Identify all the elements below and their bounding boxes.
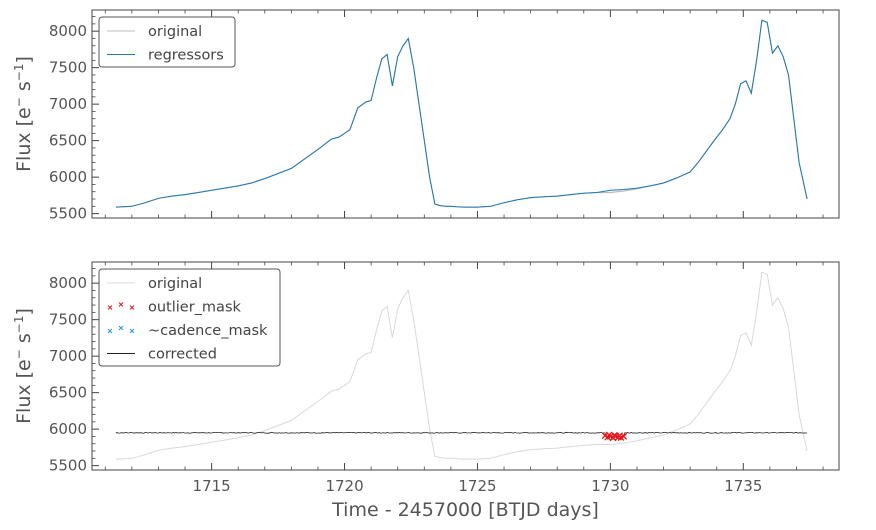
y-tick-label: 6000 [49,420,87,438]
legend-swatch-marker [107,305,113,310]
top-legend: original regressors [98,16,236,68]
top-plot-frame [91,9,840,219]
y-tick-label: 6000 [49,168,87,186]
corrected-line [115,431,808,438]
legend-swatch-marker [118,325,124,331]
x-tick-label: 1720 [325,477,363,495]
y-tick-label: 8000 [49,274,87,292]
outlier-marker [610,431,618,439]
original-line [115,271,808,460]
legend-box [98,268,281,367]
legend-swatch-marker [129,328,135,334]
bottom-legend: original outlier_mask ~cadence_maskcorrect… [98,268,281,367]
bottom-series [115,271,808,460]
top-x-ticks [104,10,824,218]
bottom-plot-frame [91,261,840,471]
x-tick-label: 1730 [591,477,629,495]
y-tick-label: 8000 [49,22,87,40]
y-tick-label: 6500 [49,384,87,402]
outlier-marker [616,432,624,440]
legend-label: regressors [148,48,224,64]
legend-label: original [148,24,202,40]
legend-swatch-marker [107,328,113,334]
bottom-y-ticks: 5500 6000 6500 7000 7500 8000 [49,268,99,475]
legend-swatch-marker [118,302,124,307]
x-tick-label: 1735 [724,477,762,495]
outlier-marker [605,431,613,439]
legend-swatch-marker [129,305,135,310]
legend-label: ~cadence_mask [148,323,268,339]
legend-label: original [148,276,202,292]
top-y-axis-label: Flux [e− s−1] [12,56,35,172]
y-tick-label: 6500 [49,132,87,150]
x-axis-label: Time - 2457000 [BTJD days] [331,499,599,521]
y-tick-label: 7000 [49,95,87,113]
top-panel: 5500 6000 6500 7000 7500 8000 Flux [e− s−1] o… [12,9,840,223]
top-y-ticks: 5500 6000 6500 7000 7500 8000 [49,16,99,223]
regressors-line [115,19,808,208]
legend-label: corrected [148,347,217,363]
top-series [115,19,808,208]
bottom-x-ticks: 1715 1720 1725 1730 1735 [104,262,824,495]
y-tick-label: 5500 [49,457,87,475]
x-tick-label: 1725 [458,477,496,495]
y-tick-label: 5500 [49,205,87,223]
bottom-y-axis-label: Flux [e− s−1] [12,308,35,424]
y-tick-label: 7500 [49,311,87,329]
x-tick-label: 1715 [193,477,231,495]
y-tick-label: 7000 [49,347,87,365]
y-tick-label: 7500 [49,59,87,77]
legend-label: outlier_mask [148,300,242,316]
bottom-panel: 5500 6000 6500 7000 7500 8000 1715 1720 1725 173… [12,261,840,521]
